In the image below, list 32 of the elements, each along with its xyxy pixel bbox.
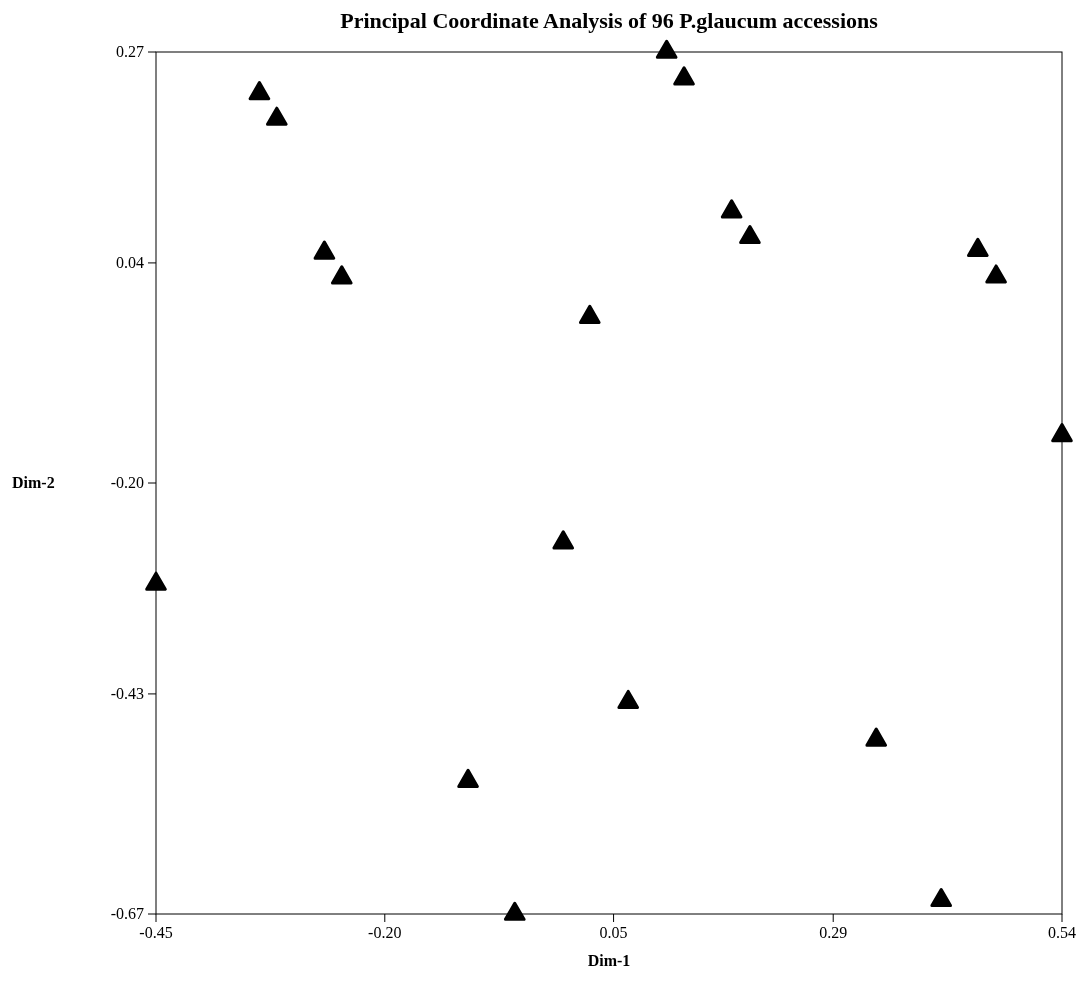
x-tick-label: 0.29 xyxy=(819,924,848,941)
point xyxy=(865,727,888,747)
x-tick-label: -0.20 xyxy=(368,924,402,941)
y-axis-title: Dim-2 xyxy=(12,474,55,491)
y-tick-label: 0.27 xyxy=(116,43,144,60)
y-tick-label: 0.04 xyxy=(116,253,144,271)
x-axis-title: Dim-1 xyxy=(587,952,631,969)
x-tick-label: 0.54 xyxy=(1048,924,1076,941)
point xyxy=(739,224,761,245)
chart-title: Principal Coordinate Analysis of 96 P.glaucum accessions xyxy=(340,8,879,33)
y-tick-label: -0.20 xyxy=(110,474,144,491)
point xyxy=(930,888,953,908)
point xyxy=(673,66,695,86)
point xyxy=(145,571,167,591)
point xyxy=(617,689,640,710)
point xyxy=(985,264,1007,284)
point xyxy=(248,81,271,101)
point xyxy=(457,768,479,788)
point xyxy=(720,199,743,219)
point xyxy=(330,265,353,285)
point xyxy=(503,901,526,921)
x-tick-label: 0.05 xyxy=(599,924,628,941)
point xyxy=(265,106,288,126)
point xyxy=(655,39,678,59)
point xyxy=(967,237,989,257)
point xyxy=(552,530,575,550)
point xyxy=(313,240,336,260)
point xyxy=(578,304,601,324)
y-tick-label: -0.43 xyxy=(110,684,144,702)
x-tick-label: -0.45 xyxy=(139,924,173,941)
point xyxy=(1051,423,1073,443)
y-tick-label: -0.67 xyxy=(110,905,144,922)
